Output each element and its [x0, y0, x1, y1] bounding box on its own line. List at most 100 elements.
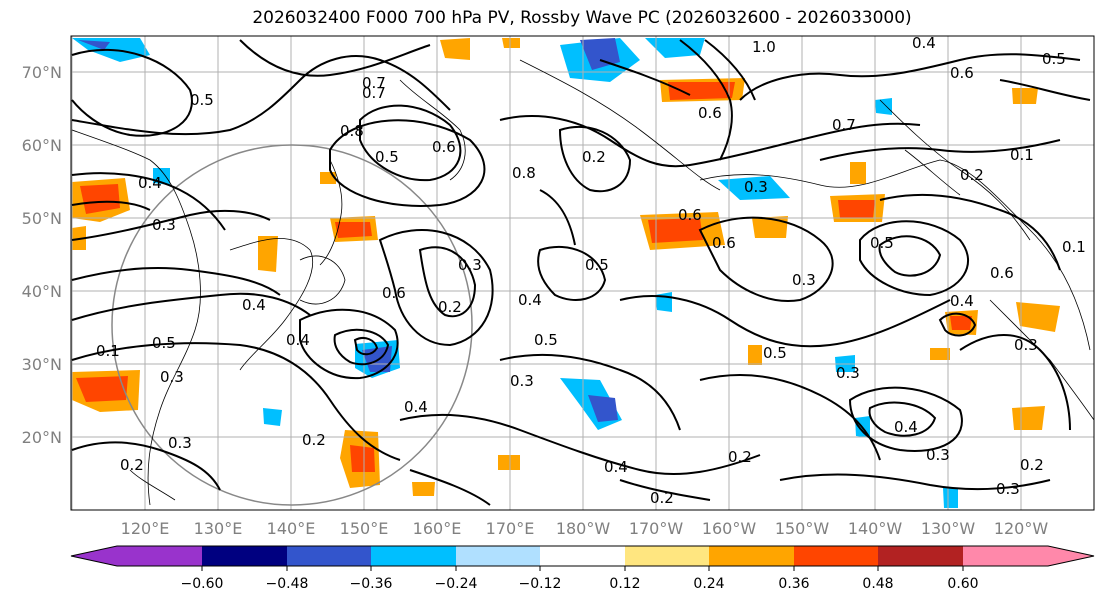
colorbar-tick-label: 0.60: [947, 576, 978, 592]
contour-label: 0.2: [960, 166, 984, 184]
colorbar-tick-label: −0.60: [181, 576, 224, 592]
contour-label: 0.2: [582, 148, 606, 166]
colorbar-tick-label: −0.24: [435, 576, 478, 592]
contour-label: 0.6: [712, 234, 736, 252]
contour-label: 0.7: [362, 74, 386, 92]
contour-label: 0.2: [1020, 456, 1044, 474]
contour-label: 0.4: [518, 291, 542, 309]
contour-label: 0.4: [286, 331, 310, 349]
colorbar-segment: [540, 546, 625, 566]
contour-label: 0.5: [152, 334, 176, 352]
plot-frame: [70, 35, 1095, 511]
colorbar-segment: [794, 546, 878, 566]
contour-label: 0.5: [763, 344, 787, 362]
lon-label: 170°E: [486, 519, 535, 538]
lat-label: 60°N: [22, 136, 62, 155]
contour-label: 0.5: [190, 91, 214, 109]
colorbar-segment: [202, 546, 287, 566]
contour-label: 0.3: [744, 178, 768, 196]
contour-label: 0.2: [728, 448, 752, 466]
map-title: 2026032400 F000 700 hPa PV, Rossby Wave …: [252, 8, 912, 28]
contour-label: 0.6: [990, 264, 1014, 282]
contour-label: 0.4: [912, 34, 936, 52]
pv-contours: [71, 39, 1091, 506]
contour-label: 0.7: [832, 116, 856, 134]
colorbar-tick-label: −0.12: [519, 576, 562, 592]
colorbar-segment: [709, 546, 794, 566]
lon-label: 150°E: [340, 519, 389, 538]
contour-label: 0.4: [242, 296, 266, 314]
lon-label: 180°W: [556, 519, 611, 538]
lat-label: 50°N: [22, 209, 62, 228]
contour-label: 0.3: [168, 434, 192, 452]
lon-label: 140°W: [848, 519, 903, 538]
contour-label: 0.6: [382, 284, 406, 302]
contour-label: 0.3: [152, 216, 176, 234]
lon-label: 160°W: [702, 519, 757, 538]
lat-label: 20°N: [22, 428, 62, 447]
lon-label: 150°W: [775, 519, 830, 538]
contour-label: 0.4: [604, 458, 628, 476]
graticule: [71, 36, 1094, 510]
contour-label: 0.2: [438, 298, 462, 316]
contour-label: 0.4: [950, 292, 974, 310]
lat-label: 70°N: [22, 63, 62, 82]
contour-label: 0.3: [160, 368, 184, 386]
latitude-labels: 70°N 60°N 50°N 40°N 30°N 20°N: [22, 63, 62, 447]
contour-label: 0.4: [138, 174, 162, 192]
contour-label: 0.3: [792, 271, 816, 289]
contour-label: 0.2: [120, 456, 144, 474]
colorbar-segment: [287, 546, 371, 566]
contour-label: 0.6: [432, 138, 456, 156]
lon-label: 130°E: [194, 519, 243, 538]
contour-label: 0.2: [650, 489, 674, 507]
contour-label: 0.4: [404, 398, 428, 416]
contour-label: 0.6: [698, 104, 722, 122]
lon-label: 140°E: [267, 519, 316, 538]
contour-labels: 1.0 0.4 0.5 0.6 0.7 0.8 0.5 0.7 0.5 0.8 …: [96, 34, 1086, 507]
contour-label: 0.3: [1014, 336, 1038, 354]
contour-label: 0.8: [512, 164, 536, 182]
contour-label: 0.5: [375, 148, 399, 166]
contour-label: 0.5: [585, 256, 609, 274]
lon-label: 160°E: [413, 519, 462, 538]
longitude-labels: 120°E 130°E 140°E 150°E 160°E 170°E 180°…: [121, 519, 1049, 538]
colorbar-segment: [371, 546, 456, 566]
pv-anomaly-shading: [72, 38, 1060, 508]
contour-label: 0.7: [362, 84, 386, 102]
colorbar-segment: [71, 546, 202, 566]
contour-label: 0.3: [458, 256, 482, 274]
contour-label: 0.6: [950, 64, 974, 82]
lon-label: 170°W: [629, 519, 684, 538]
lat-label: 40°N: [22, 282, 62, 301]
contour-label: 0.1: [96, 342, 120, 360]
contour-label: 0.4: [894, 418, 918, 436]
lon-label: 130°W: [921, 519, 976, 538]
contour-label: 0.2: [302, 431, 326, 449]
contour-label: 0.5: [870, 234, 894, 252]
lon-label: 120°E: [121, 519, 170, 538]
colorbar-segment: [963, 546, 1094, 566]
contour-label: 0.3: [926, 446, 950, 464]
contour-label: 0.1: [1010, 146, 1034, 164]
colorbar-segment: [625, 546, 709, 566]
colorbar-outline: [70, 545, 1095, 567]
colorbar-tick-label: 0.36: [778, 576, 809, 592]
contour-label: 0.5: [1042, 50, 1066, 68]
colorbar-tick-label: 0.48: [862, 576, 893, 592]
colorbar-tick-label: −0.36: [350, 576, 393, 592]
colorbar-segment: [456, 546, 540, 566]
lon-label: 120°W: [994, 519, 1049, 538]
lat-label: 30°N: [22, 355, 62, 374]
colorbar-tick-label: 0.12: [609, 576, 640, 592]
contour-label: 0.6: [678, 206, 702, 224]
colorbar: −0.60 −0.48 −0.36 −0.24 −0.12 0.12 0.24 …: [70, 545, 1095, 592]
contour-label: 0.5: [534, 331, 558, 349]
contour-label: 0.3: [996, 480, 1020, 498]
colorbar-tick-label: −0.48: [266, 576, 309, 592]
contour-label: 0.8: [340, 122, 364, 140]
contour-label: 0.3: [510, 372, 534, 390]
colorbar-segment: [878, 546, 963, 566]
contour-label: 1.0: [752, 38, 776, 56]
